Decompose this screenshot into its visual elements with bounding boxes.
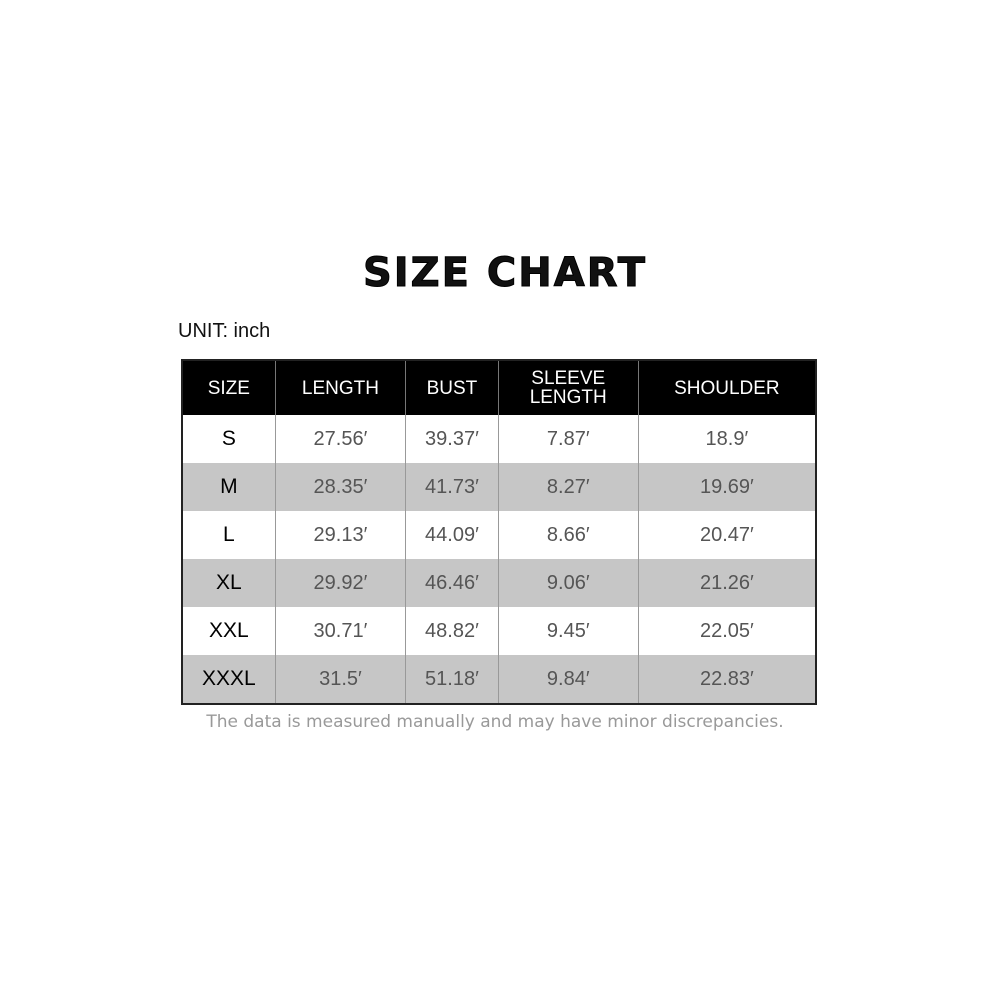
value-cell: 48.82′ xyxy=(405,607,499,655)
value-cell: 22.83′ xyxy=(637,655,816,704)
column-header: SLEEVE LENGTH xyxy=(497,360,639,415)
value-cell: 21.26′ xyxy=(637,559,816,607)
value-cell: 51.18′ xyxy=(405,655,499,704)
table-row: XL 29.92′ 46.46′ 9.06′ 21.26′ xyxy=(181,559,816,607)
size-table: SIZE LENGTH BUST SLEEVE LENGTH SHOULDER S 27.… xyxy=(181,359,817,705)
column-header: BUST xyxy=(405,360,499,415)
value-cell: 19.69′ xyxy=(637,463,816,511)
column-header: LENGTH xyxy=(274,360,406,415)
value-cell: 9.06′ xyxy=(497,559,639,607)
value-cell: 27.56′ xyxy=(274,415,406,463)
value-cell: 9.45′ xyxy=(497,607,639,655)
value-cell: 20.47′ xyxy=(637,511,816,559)
page-title: SIZE CHART xyxy=(362,250,648,297)
value-cell: 30.71′ xyxy=(274,607,406,655)
value-cell: 7.87′ xyxy=(497,415,639,463)
unit-label: UNIT: inch xyxy=(178,320,271,342)
value-cell: 18.9′ xyxy=(637,415,816,463)
value-cell: 31.5′ xyxy=(274,655,406,704)
value-cell: 8.66′ xyxy=(497,511,639,559)
table-row: XXL 30.71′ 48.82′ 9.45′ 22.05′ xyxy=(181,607,816,655)
value-cell: 29.13′ xyxy=(274,511,406,559)
column-header: SHOULDER xyxy=(637,360,816,415)
value-cell: 41.73′ xyxy=(405,463,499,511)
value-cell: 29.92′ xyxy=(274,559,406,607)
size-cell: L xyxy=(181,511,276,559)
value-cell: 39.37′ xyxy=(405,415,499,463)
value-cell: 9.84′ xyxy=(497,655,639,704)
value-cell: 22.05′ xyxy=(637,607,816,655)
table-row: L 29.13′ 44.09′ 8.66′ 20.47′ xyxy=(181,511,816,559)
column-header: SIZE xyxy=(181,360,276,415)
value-cell: 46.46′ xyxy=(405,559,499,607)
disclaimer-note: The data is measured manually and may ha… xyxy=(206,712,784,732)
table-row: S 27.56′ 39.37′ 7.87′ 18.9′ xyxy=(181,415,816,463)
size-cell: XXL xyxy=(181,607,276,655)
size-cell: XL xyxy=(181,559,276,607)
table-row: M 28.35′ 41.73′ 8.27′ 19.69′ xyxy=(181,463,816,511)
value-cell: 8.27′ xyxy=(497,463,639,511)
value-cell: 28.35′ xyxy=(274,463,406,511)
value-cell: 44.09′ xyxy=(405,511,499,559)
size-cell: M xyxy=(181,463,276,511)
size-cell: XXXL xyxy=(181,655,276,704)
size-cell: S xyxy=(181,415,276,463)
table-header-row: SIZE LENGTH BUST SLEEVE LENGTH SHOULDER xyxy=(181,360,816,415)
table-row: XXXL 31.5′ 51.18′ 9.84′ 22.83′ xyxy=(181,655,816,704)
